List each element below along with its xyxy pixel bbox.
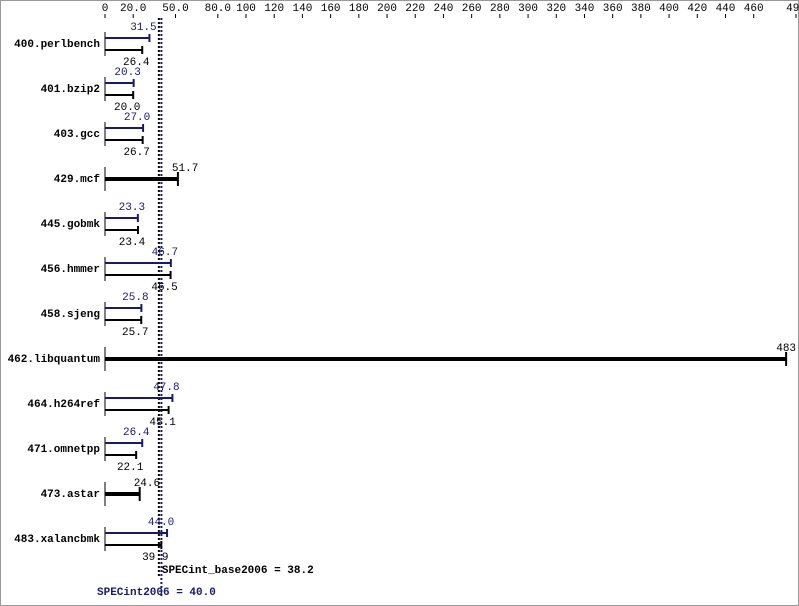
x-tick-label: 360: [603, 3, 623, 15]
value-label: 20.0: [114, 102, 140, 114]
x-tick-label: 440: [716, 3, 736, 15]
value-label: 25.7: [122, 327, 148, 339]
category-label: 445.gobmk: [41, 219, 101, 231]
x-tick-label: 50.0: [162, 3, 188, 15]
category-label: 429.mcf: [54, 174, 101, 186]
x-tick-label: 490: [786, 3, 799, 15]
value-label: 39.9: [142, 552, 168, 564]
value-label: 26.7: [123, 147, 149, 159]
x-tick-label: 160: [321, 3, 341, 15]
value-label: 22.1: [117, 462, 144, 474]
x-tick-label: 280: [490, 3, 510, 15]
category-label: 458.sjeng: [41, 309, 100, 321]
category-label: 462.libquantum: [8, 354, 101, 366]
x-tick-label: 300: [518, 3, 538, 15]
value-label: 26.4: [123, 427, 150, 439]
x-tick-label: 320: [546, 3, 566, 15]
value-label: 51.7: [172, 163, 198, 175]
x-tick-label: 400: [659, 3, 679, 15]
value-label: 31.5: [130, 22, 156, 34]
category-label: 403.gcc: [54, 129, 100, 141]
x-tick-label: 0: [102, 3, 109, 15]
value-label: 483: [776, 343, 796, 355]
x-tick-label: 180: [349, 3, 369, 15]
category-label: 483.xalancbmk: [14, 534, 100, 546]
value-label: 24.6: [134, 478, 160, 490]
value-label: 46.7: [152, 247, 178, 259]
reference-label: SPECint2006 = 40.0: [97, 587, 216, 599]
x-tick-label: 100: [236, 3, 256, 15]
x-tick-label: 240: [434, 3, 454, 15]
reference-label: SPECint_base2006 = 38.2: [162, 565, 314, 577]
value-label: 45.1: [149, 417, 176, 429]
value-label: 46.5: [151, 282, 177, 294]
x-tick-label: 120: [264, 3, 284, 15]
x-tick-label: 420: [687, 3, 707, 15]
x-tick-label: 460: [744, 3, 764, 15]
category-label: 473.astar: [41, 489, 100, 501]
x-tick-label: 380: [631, 3, 651, 15]
value-label: 20.3: [114, 67, 140, 79]
value-label: 23.3: [119, 202, 145, 214]
category-label: 456.hmmer: [41, 264, 100, 276]
x-tick-label: 340: [575, 3, 595, 15]
category-label: 471.omnetpp: [27, 444, 100, 456]
x-tick-label: 260: [462, 3, 482, 15]
x-tick-label: 140: [293, 3, 313, 15]
x-tick-label: 80.0: [205, 3, 231, 15]
value-label: 26.4: [123, 57, 150, 69]
value-label: 23.4: [119, 237, 146, 249]
value-label: 27.0: [124, 112, 150, 124]
category-label: 400.perlbench: [14, 39, 100, 51]
value-label: 25.8: [122, 292, 148, 304]
value-label: 47.8: [153, 382, 179, 394]
category-label: 401.bzip2: [41, 84, 100, 96]
x-tick-label: 20.0: [120, 3, 146, 15]
x-tick-label: 200: [377, 3, 397, 15]
category-label: 464.h264ref: [27, 399, 100, 411]
value-label: 44.0: [148, 517, 174, 529]
x-tick-label: 220: [405, 3, 425, 15]
